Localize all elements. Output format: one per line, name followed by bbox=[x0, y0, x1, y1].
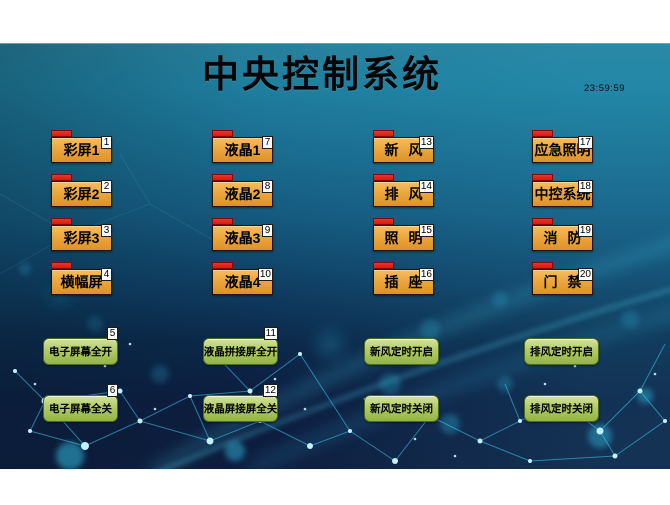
button-number-badge: 20 bbox=[577, 268, 593, 281]
device-button-label: 消防 bbox=[543, 230, 592, 246]
button-number-badge: 16 bbox=[418, 268, 434, 281]
red-indicator-tab bbox=[212, 174, 233, 181]
device-button-label: 照明 bbox=[384, 230, 433, 246]
device-button-caiping3[interactable]: 3 彩屏3 bbox=[51, 218, 112, 251]
button-number-badge: 5 bbox=[107, 327, 118, 340]
scene-button-label: 液晶屏接屏全关 bbox=[203, 403, 278, 415]
scene-button-exhaust-timer-on[interactable]: 排风定时开启 bbox=[524, 338, 599, 365]
scene-button-lcdwall-all-on[interactable]: 11 液晶拼接屏全开 bbox=[203, 327, 278, 365]
red-indicator-tab bbox=[532, 262, 553, 269]
device-button-chazuo[interactable]: 16 插座 bbox=[373, 262, 434, 295]
device-button-label: 新风 bbox=[384, 142, 433, 158]
button-number-badge: 17 bbox=[577, 136, 593, 149]
red-indicator-tab bbox=[532, 130, 553, 137]
device-button-caiping2[interactable]: 2 彩屏2 bbox=[51, 174, 112, 207]
scene-button-freshair-timer-off[interactable]: 新风定时关闭 bbox=[364, 395, 439, 422]
red-indicator-tab bbox=[373, 218, 394, 225]
red-indicator-tab bbox=[51, 130, 72, 137]
scene-button-screens-all-on[interactable]: 5 电子屏幕全开 bbox=[43, 327, 118, 365]
button-number-badge: 14 bbox=[418, 180, 434, 193]
device-button-yejing2[interactable]: 8 液晶2 bbox=[212, 174, 273, 207]
button-number-badge: 2 bbox=[101, 180, 112, 193]
scene-button-label: 新风定时关闭 bbox=[370, 403, 433, 415]
device-button-label: 门禁 bbox=[543, 274, 592, 290]
device-button-label: 应急照明 bbox=[534, 142, 591, 158]
button-number-badge: 13 bbox=[418, 136, 434, 149]
device-button-menjin[interactable]: 20 门禁 bbox=[532, 262, 593, 295]
scene-button-lcdwall-all-off[interactable]: 12 液晶屏接屏全关 bbox=[203, 384, 278, 422]
red-indicator-tab bbox=[373, 262, 394, 269]
button-number-badge: 6 bbox=[107, 384, 118, 397]
button-number-badge: 11 bbox=[263, 327, 278, 340]
button-number-badge: 3 bbox=[101, 224, 112, 237]
button-number-badge: 7 bbox=[262, 136, 273, 149]
device-button-label: 液晶3 bbox=[224, 230, 261, 246]
button-number-badge: 18 bbox=[577, 180, 593, 193]
page-title: 中央控制系统 bbox=[202, 52, 442, 96]
device-button-label: 液晶4 bbox=[224, 274, 261, 290]
control-panel-screen: 中央控制系统 23:59:59 1 彩屏1 2 彩屏2 3 彩屏3 4 横幅屏 … bbox=[0, 43, 670, 470]
scene-button-label: 排风定时开启 bbox=[530, 346, 593, 358]
device-button-label: 中控系统 bbox=[534, 186, 591, 202]
device-button-yingji-zhaoming[interactable]: 17 应急照明 bbox=[532, 130, 593, 163]
button-number-badge: 9 bbox=[262, 224, 273, 237]
device-button-yejing4[interactable]: 10 液晶4 bbox=[212, 262, 273, 295]
device-button-yejing3[interactable]: 9 液晶3 bbox=[212, 218, 273, 251]
device-button-yejing1[interactable]: 7 液晶1 bbox=[212, 130, 273, 163]
red-indicator-tab bbox=[51, 174, 72, 181]
scene-button-label: 电子屏幕全关 bbox=[49, 403, 112, 415]
scene-button-label: 新风定时开启 bbox=[370, 346, 433, 358]
device-button-paifeng[interactable]: 14 排风 bbox=[373, 174, 434, 207]
red-indicator-tab bbox=[51, 262, 72, 269]
device-button-hengfuping[interactable]: 4 横幅屏 bbox=[51, 262, 112, 295]
button-number-badge: 10 bbox=[257, 268, 273, 281]
button-number-badge: 1 bbox=[101, 136, 112, 149]
red-indicator-tab bbox=[212, 130, 233, 137]
device-button-zhaoming[interactable]: 15 照明 bbox=[373, 218, 434, 251]
device-button-label: 彩屏3 bbox=[63, 230, 100, 246]
scene-button-label: 排风定时关闭 bbox=[530, 403, 593, 415]
scene-button-screens-all-off[interactable]: 6 电子屏幕全关 bbox=[43, 384, 118, 422]
scene-button-label: 电子屏幕全开 bbox=[49, 346, 112, 358]
device-button-label: 彩屏1 bbox=[63, 142, 100, 158]
device-button-label: 插座 bbox=[384, 274, 433, 290]
device-button-label: 液晶2 bbox=[224, 186, 261, 202]
red-indicator-tab bbox=[51, 218, 72, 225]
red-indicator-tab bbox=[532, 218, 553, 225]
scene-button-freshair-timer-on[interactable]: 新风定时开启 bbox=[364, 338, 439, 365]
red-indicator-tab bbox=[212, 262, 233, 269]
red-indicator-tab bbox=[373, 130, 394, 137]
clock-display: 23:59:59 bbox=[584, 83, 625, 94]
button-number-badge: 19 bbox=[577, 224, 593, 237]
red-indicator-tab bbox=[532, 174, 553, 181]
device-button-label: 液晶1 bbox=[224, 142, 261, 158]
button-number-badge: 4 bbox=[101, 268, 112, 281]
device-button-xiaofang[interactable]: 19 消防 bbox=[532, 218, 593, 251]
scene-button-label: 液晶拼接屏全开 bbox=[203, 346, 278, 358]
device-button-zhongkong-xitong[interactable]: 18 中控系统 bbox=[532, 174, 593, 207]
button-number-badge: 12 bbox=[262, 384, 278, 397]
red-indicator-tab bbox=[212, 218, 233, 225]
button-number-badge: 8 bbox=[262, 180, 273, 193]
scene-button-exhaust-timer-off[interactable]: 排风定时关闭 bbox=[524, 395, 599, 422]
device-button-label: 排风 bbox=[384, 186, 433, 202]
device-button-label: 彩屏2 bbox=[63, 186, 100, 202]
device-button-label: 横幅屏 bbox=[60, 274, 103, 290]
device-button-xinfeng[interactable]: 13 新风 bbox=[373, 130, 434, 163]
device-button-caiping1[interactable]: 1 彩屏1 bbox=[51, 130, 112, 163]
button-number-badge: 15 bbox=[418, 224, 434, 237]
red-indicator-tab bbox=[373, 174, 394, 181]
